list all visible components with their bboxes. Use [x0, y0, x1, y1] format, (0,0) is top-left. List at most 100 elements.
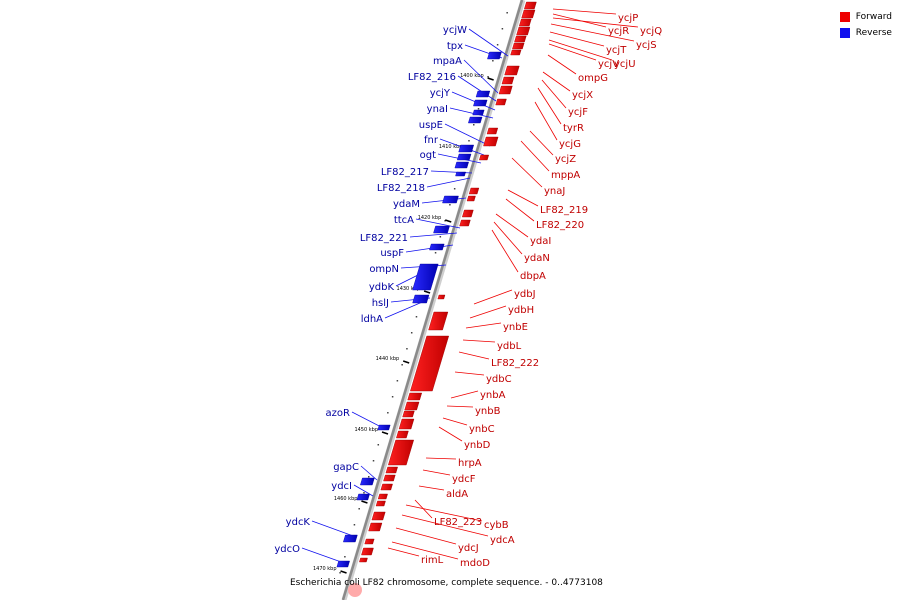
forward-gene-block: [516, 26, 531, 36]
forward-gene-label: ydbC: [486, 374, 512, 385]
reverse-gene-block: [433, 225, 450, 234]
forward-leader-line: [405, 504, 483, 522]
forward-leader-line: [550, 23, 635, 42]
forward-gene-label: ydcA: [490, 535, 515, 546]
backbone-dot: [358, 508, 360, 510]
reverse-gene-label: LF82_217: [381, 167, 429, 178]
forward-leader-line: [537, 87, 562, 125]
forward-gene-label: ydbL: [497, 341, 522, 352]
forward-gene-label: ynbE: [503, 322, 528, 333]
scale-tick-label: 1440 kbp: [376, 356, 400, 362]
legend-reverse-label: Reverse: [855, 28, 892, 38]
scale-tick: [445, 219, 452, 223]
reverse-gene-label: azoR: [326, 408, 350, 419]
forward-gene-block: [410, 335, 450, 392]
reverse-gene-label: LF82_216: [408, 72, 456, 83]
reverse-gene-block: [360, 477, 375, 486]
forward-gene-label: tyrR: [563, 123, 584, 134]
backbone-dot: [344, 556, 346, 558]
reverse-leader-line: [449, 107, 494, 119]
forward-gene-label: ynbB: [475, 406, 501, 417]
forward-gene-label: ynbC: [469, 424, 495, 435]
reverse-gene-label: ydcK: [286, 517, 311, 528]
reverse-leader-line: [463, 59, 499, 94]
reverse-gene-block: [412, 263, 439, 291]
reverse-gene-block: [454, 161, 469, 169]
reverse-gene-block: [343, 534, 358, 543]
legend-forward-label: Forward: [855, 12, 892, 22]
forward-gene-label: LF82_219: [540, 205, 588, 216]
forward-gene-block: [428, 311, 449, 331]
forward-gene-label: aldA: [446, 489, 468, 500]
chromosome-backbone: [341, 0, 524, 600]
forward-gene-label: ydcF: [452, 474, 476, 485]
forward-leader-line: [395, 527, 457, 545]
forward-gene-block: [388, 439, 415, 466]
forward-gene-block: [461, 209, 474, 218]
forward-leader-line: [442, 417, 468, 426]
reverse-gene-block: [412, 294, 430, 304]
forward-gene-label: mdoD: [460, 558, 490, 569]
backbone-dot: [449, 204, 451, 206]
forward-leader-line: [458, 351, 490, 360]
forward-gene-label: rimL: [421, 555, 444, 566]
forward-gene-block: [368, 522, 383, 532]
forward-leader-line: [542, 71, 571, 92]
reverse-gene-block: [472, 109, 485, 116]
forward-gene-label: ycjU: [614, 59, 636, 70]
forward-leader-line: [473, 289, 513, 305]
forward-gene-label: ynbD: [464, 440, 491, 451]
forward-leader-line: [534, 101, 558, 141]
scale-tick: [487, 77, 494, 81]
backbone-dot: [372, 460, 375, 462]
forward-gene-block: [398, 418, 415, 430]
reverse-gene-label: ompN: [369, 264, 399, 275]
reverse-gene-label: ogt: [420, 150, 436, 161]
forward-leader-line: [529, 130, 554, 156]
reverse-gene-label: mpaA: [433, 56, 462, 67]
forward-leader-line: [548, 43, 597, 61]
reverse-gene-block: [487, 51, 502, 60]
sequence-caption: Escherichia coli LF82 chromosome, comple…: [290, 578, 603, 588]
scale-tick: [402, 360, 410, 364]
backbone-dot: [377, 444, 380, 446]
reverse-gene-block: [473, 99, 488, 107]
forward-leader-line: [549, 31, 605, 47]
forward-leader-line: [401, 514, 489, 537]
forward-gene-block: [459, 219, 471, 227]
reverse-leader-line: [301, 547, 345, 564]
forward-gene-block: [504, 65, 520, 76]
reverse-gene-label: ydcO: [274, 544, 300, 555]
forward-gene-label: cybB: [484, 520, 509, 531]
backbone-dot: [415, 316, 418, 318]
forward-leader-line: [507, 189, 539, 207]
forward-leader-line: [450, 390, 479, 399]
reverse-leader-line: [311, 520, 357, 538]
backbone-dot: [391, 396, 394, 398]
forward-gene-block: [375, 500, 386, 507]
backbone-dot: [468, 140, 470, 142]
forward-leader-line: [505, 198, 535, 222]
forward-leader-line: [469, 305, 507, 319]
backbone-dot: [501, 28, 504, 30]
forward-gene-label: LF82_220: [536, 220, 584, 231]
forward-gene-block: [396, 430, 409, 439]
forward-gene-label: ydcJ: [458, 543, 479, 554]
reverse-leader-line: [457, 75, 497, 102]
reverse-leader-line: [451, 91, 496, 111]
forward-leader-line: [541, 79, 567, 109]
forward-gene-block: [501, 76, 515, 85]
backbone-dot: [367, 476, 370, 478]
reverse-gene-label: ynaI: [427, 104, 448, 115]
forward-leader-line: [391, 541, 459, 560]
forward-gene-block: [364, 538, 375, 545]
forward-gene-block: [466, 195, 476, 202]
forward-gene-label: ycjZ: [555, 154, 576, 165]
reverse-gene-label: ldhA: [361, 314, 383, 325]
reverse-leader-line: [353, 484, 374, 497]
forward-gene-label: dbpA: [520, 271, 546, 282]
scale-tick-label: 1470 kbp: [313, 566, 337, 572]
legend-forward: Forward: [839, 9, 892, 25]
scale-tick-label: 1460 kbp: [334, 496, 358, 502]
